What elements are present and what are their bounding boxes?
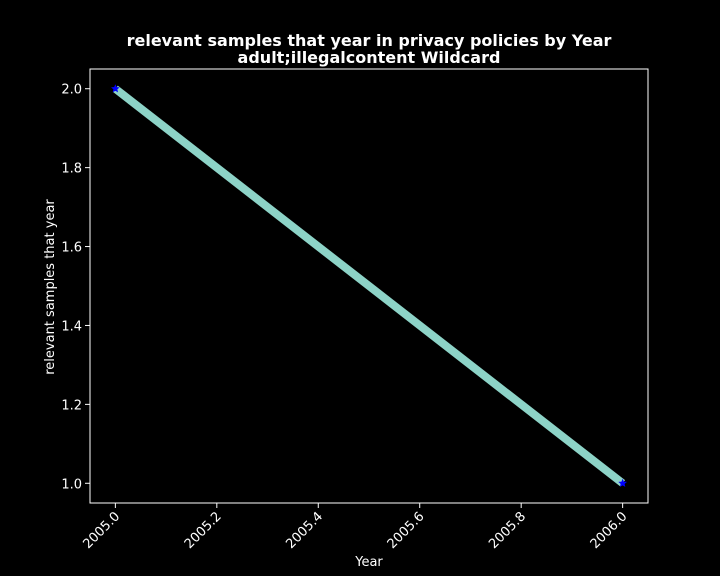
y-tick-label: 1.8 xyxy=(61,162,82,177)
chart-title-line-1: relevant samples that year in privacy po… xyxy=(127,31,612,50)
x-axis-label: Year xyxy=(354,555,383,570)
y-tick-label: 1.2 xyxy=(61,398,82,413)
y-tick-label: 1.0 xyxy=(61,477,82,492)
y-axis-ticks: 1.0 1.2 1.4 1.6 1.8 2.0 xyxy=(61,83,90,492)
series-layer xyxy=(111,84,627,487)
series-line xyxy=(112,85,626,487)
y-tick-label: 1.6 xyxy=(61,241,82,256)
plot-area-frame xyxy=(89,68,649,504)
y-tick-label: 1.4 xyxy=(61,319,82,334)
chart-title-line-2: adult;illegalcontent Wildcard xyxy=(238,48,501,67)
y-axis-label: relevant samples that year xyxy=(43,199,58,375)
data-point-marker xyxy=(111,84,120,93)
data-point-marker xyxy=(618,478,627,487)
y-tick-label: 2.0 xyxy=(61,83,82,98)
